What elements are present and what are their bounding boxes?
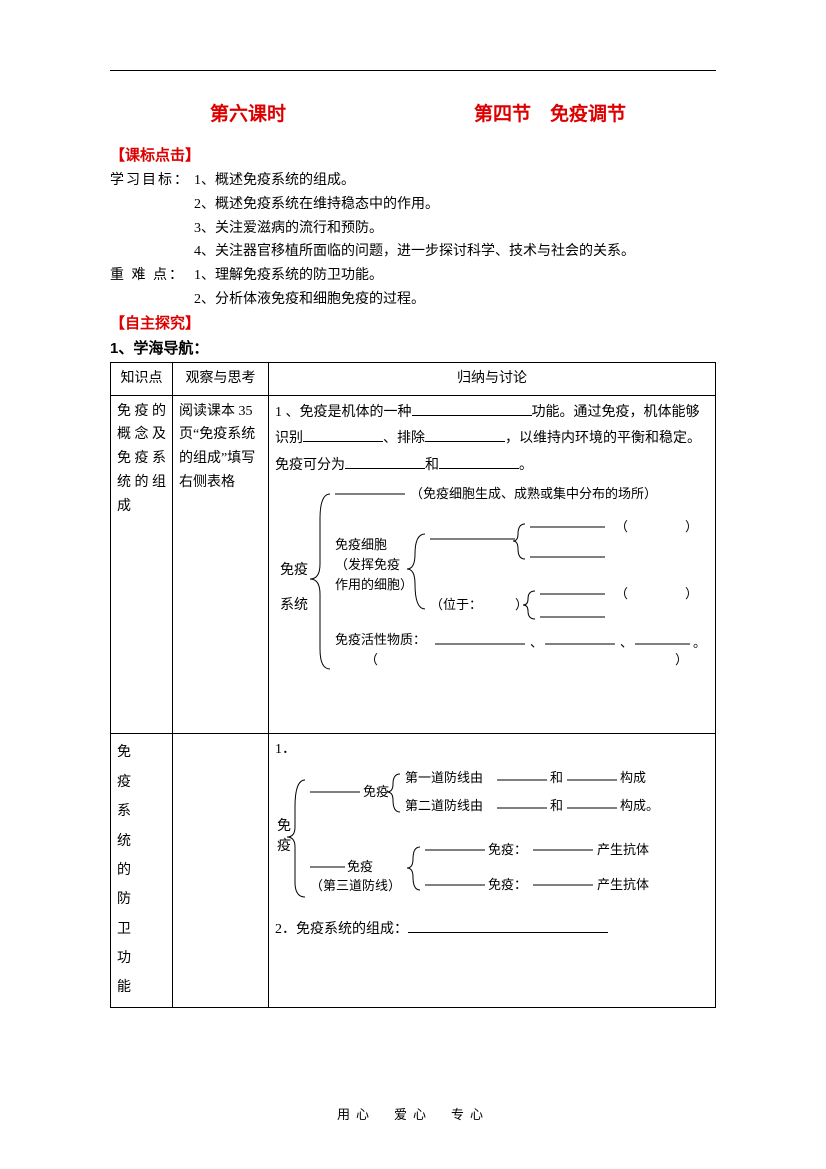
goals-label: 学习目标： [110, 169, 194, 193]
diag-cell-a: 免疫细胞 [335, 537, 387, 552]
svg-text:第一道防线由: 第一道防线由 [405, 770, 483, 785]
r2-svg: 免 疫 免疫 第一道防线由 和 构成 第二道防线由 和 [275, 762, 705, 912]
table-row-2: 免疫系统的防卫功能 1． 免 疫 免疫 第一道防线由 和 [111, 734, 716, 1008]
r1c1: 免 疫 的概 念 及免 疫 系统 的 组成 [111, 395, 173, 734]
svg-text:（第三道防线）: （第三道防线） [310, 878, 401, 893]
section-zizhu: 【自主探究】 [110, 312, 716, 333]
diag-sys: 免疫 [280, 562, 308, 578]
title-right: 第四节 免疫调节 [474, 99, 626, 126]
page-footer: 用心 爱心 专心 [0, 1104, 826, 1123]
goals-line-1: 学习目标：1、概述免疫系统的组成。 [110, 169, 716, 193]
diag-active: 免疫活性物质： [335, 632, 426, 647]
sub-xuehai: 1、学海导航： [110, 337, 716, 358]
svg-text:。: 。 [693, 635, 705, 650]
svg-text:疫: 疫 [277, 838, 291, 854]
main-table: 知识点 观察与思考 归纳与讨论 免 疫 的概 念 及免 疫 系统 的 组成 阅读… [110, 362, 716, 1008]
r1-diagram: （免疫细胞生成、成熟或集中分布的场所） 免疫 系统 免疫细胞 （发挥免疫 作用的… [275, 479, 709, 729]
svg-text:免: 免 [277, 818, 291, 834]
period: 。 [519, 458, 533, 473]
svg-text:和: 和 [550, 798, 563, 813]
svg-text:免疫: 免疫 [347, 859, 373, 874]
keypoint-1: 1、理解免疫系统的防卫功能。 [194, 268, 383, 283]
r1-intro: 1 、免疫是机体的一种功能。通过免疫，机体能够识别、排除，以维持内环境的平衡和稳… [275, 400, 709, 480]
title-left: 第六课时 [210, 99, 286, 126]
r1-svg: （免疫细胞生成、成熟或集中分布的场所） 免疫 系统 免疫细胞 （发挥免疫 作用的… [275, 479, 705, 679]
r2-l8-text: 2．免疫系统的组成： [275, 922, 408, 937]
r2-l1: 1． [275, 738, 709, 762]
intro-e: 和 [425, 458, 439, 473]
r2c3: 1． 免 疫 免疫 第一道防线由 和 构成 第二道防线由 [269, 734, 716, 1008]
r2c2 [173, 734, 269, 1008]
svg-text:构成。: 构成。 [620, 798, 659, 813]
svg-text:（位于：: （位于： [430, 597, 482, 612]
diag-sys2: 系统 [280, 597, 308, 613]
svg-text:第二道防线由: 第二道防线由 [405, 798, 483, 813]
svg-text:和: 和 [550, 770, 563, 785]
blank [408, 919, 608, 933]
r2c1: 免疫系统的防卫功能 [111, 734, 173, 1008]
title-row: 第六课时 第四节 免疫调节 [110, 99, 716, 126]
svg-text:构成: 构成 [620, 770, 646, 785]
r1c2: 阅读课本 35页“免疫系统的组成”填写右侧表格 [173, 395, 269, 734]
svg-text:产生抗体: 产生抗体 [597, 842, 649, 857]
svg-text:免疫：: 免疫： [488, 842, 527, 857]
keypoint-2: 2、分析体液免疫和细胞免疫的过程。 [110, 288, 716, 312]
goal-2: 2、概述免疫系统在维持稳态中的作用。 [110, 193, 716, 217]
blank [425, 428, 505, 442]
diag-cell-c: 作用的细胞） [335, 577, 413, 592]
svg-text:、: 、 [530, 635, 543, 650]
svg-text:产生抗体: 产生抗体 [597, 877, 649, 892]
table-header-row: 知识点 观察与思考 归纳与讨论 [111, 362, 716, 395]
svg-text:（: （ [615, 519, 628, 534]
blank [345, 455, 425, 469]
diag-cell-b: （发挥免疫 [335, 557, 400, 572]
intro-c: 、排除 [383, 431, 425, 446]
r1c3: 1 、免疫是机体的一种功能。通过免疫，机体能够识别、排除，以维持内环境的平衡和稳… [269, 395, 716, 734]
section-kebiao: 【课标点击】 [110, 144, 716, 165]
r2-l8: 2．免疫系统的组成： [275, 918, 709, 942]
keypoint-label: 重 难 点： [110, 264, 194, 288]
blank [303, 428, 383, 442]
goal-4: 4、关注器官移植所面临的问题，进一步探讨科学、技术与社会的关系。 [110, 240, 716, 264]
blank [412, 402, 532, 416]
page: 第六课时 第四节 免疫调节 【课标点击】 学习目标：1、概述免疫系统的组成。 2… [0, 0, 826, 1048]
svg-text:、: 、 [620, 635, 633, 650]
keypoint-line-1: 重 难 点：1、理解免疫系统的防卫功能。 [110, 264, 716, 288]
svg-text:）: ） [685, 586, 698, 601]
svg-text:（: （ [615, 586, 628, 601]
goal-3: 3、关注爱滋病的流行和预防。 [110, 217, 716, 241]
svg-text:）: ） [675, 652, 688, 667]
goal-1: 1、概述免疫系统的组成。 [194, 173, 355, 188]
svg-text:免疫：: 免疫： [488, 877, 527, 892]
table-row-1: 免 疫 的概 念 及免 疫 系统 的 组成 阅读课本 35页“免疫系统的组成”填… [111, 395, 716, 734]
svg-text:）: ） [685, 519, 698, 534]
th-1: 知识点 [111, 362, 173, 395]
th-2: 观察与思考 [173, 362, 269, 395]
svg-text:（: （ [365, 652, 378, 667]
top-rule [110, 70, 716, 71]
blank [439, 455, 519, 469]
intro-a: 1 、免疫是机体的一种 [275, 405, 412, 420]
th-3: 归纳与讨论 [269, 362, 716, 395]
svg-text:免疫: 免疫 [363, 784, 389, 799]
diag-top: （免疫细胞生成、成熟或集中分布的场所） [410, 486, 657, 501]
